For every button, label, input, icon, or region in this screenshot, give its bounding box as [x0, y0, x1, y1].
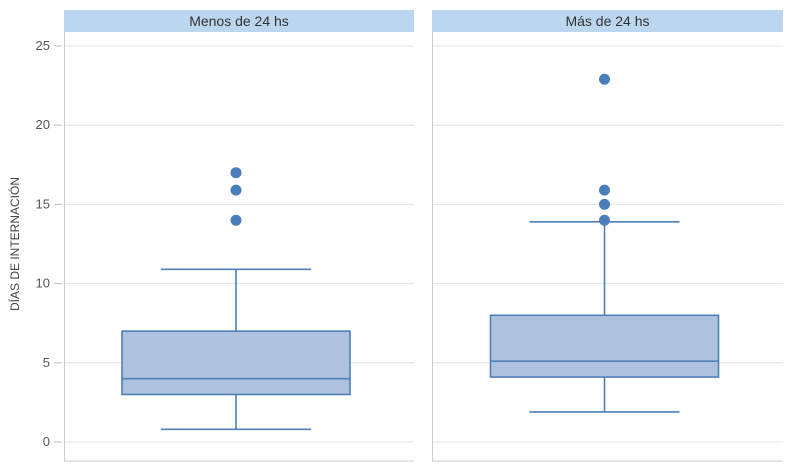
y-axis-title: DÍAS DE INTERNACIÓN: [7, 177, 22, 311]
outlier-point: [230, 184, 242, 196]
panels: Menos de 24 hs Más de 24 hs: [64, 10, 783, 462]
outlier-point: [599, 198, 610, 210]
y-tick-label: 15: [36, 196, 50, 211]
panel-title: Menos de 24 hs: [189, 13, 289, 29]
iqr-box: [489, 314, 720, 378]
panel-title: Más de 24 hs: [565, 13, 649, 29]
outlier-point: [599, 214, 610, 226]
iqr-box: [121, 330, 351, 396]
y-axis-ticks: 0 5 10 15 20 25: [36, 38, 62, 449]
panel-1: Menos de 24 hs: [64, 10, 414, 462]
panel-header: [64, 10, 414, 32]
y-tick-label: 5: [43, 355, 50, 370]
y-tick-label: 0: [43, 434, 50, 449]
outlier-point: [599, 184, 610, 196]
panel-header: [432, 10, 783, 32]
y-tick-label: 10: [36, 276, 50, 291]
panel-2: Más de 24 hs: [432, 10, 783, 462]
outlier-point: [230, 167, 242, 179]
outlier-point: [230, 214, 242, 226]
outlier-point: [599, 73, 610, 85]
y-tick-label: 25: [36, 38, 50, 53]
y-tick-label: 20: [36, 117, 50, 132]
